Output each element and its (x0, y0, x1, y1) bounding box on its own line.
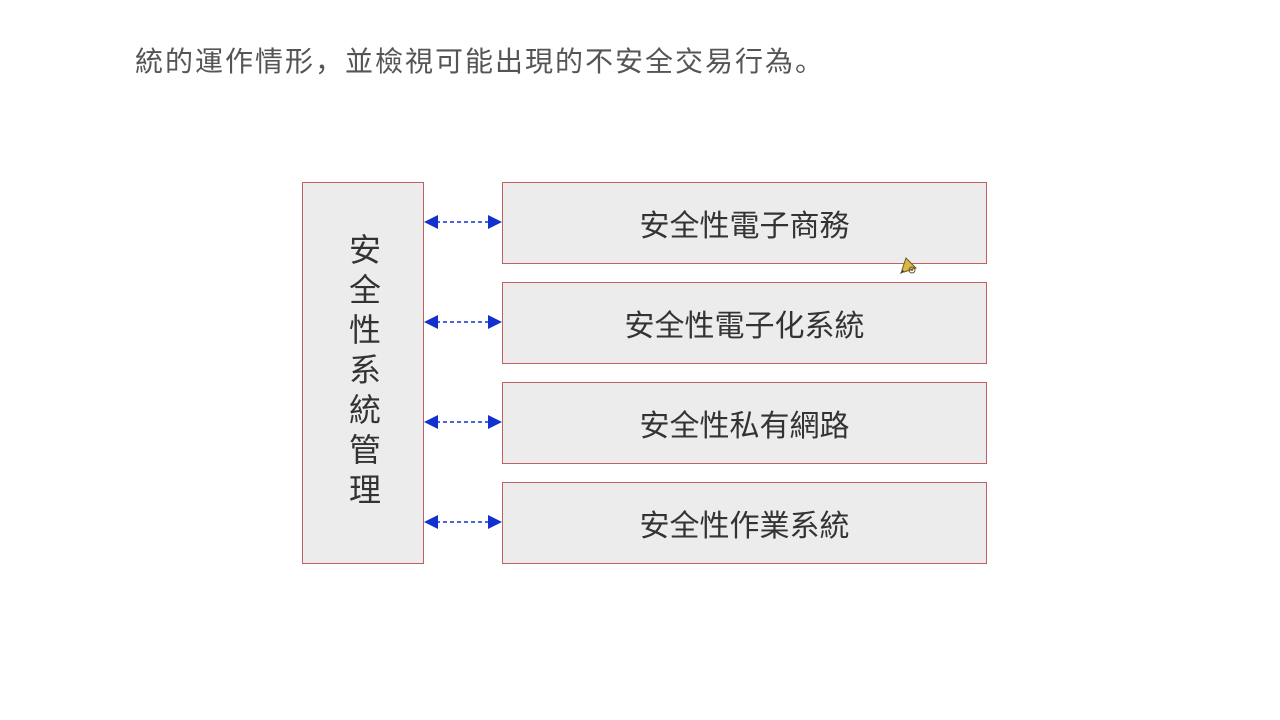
arrow-3 (424, 412, 502, 432)
body-paragraph: 統的運作情形，並檢視可能出現的不安全交易行為。 (135, 38, 1135, 88)
arrow-1 (424, 212, 502, 232)
right-box-esystem: 安全性電子化系統 (502, 282, 987, 364)
pencil-cursor-icon (898, 246, 926, 274)
left-box-label: 安全性系統管理 (340, 233, 386, 513)
right-box-private-network: 安全性私有網路 (502, 382, 987, 464)
right-box-label-3: 安全性私有網路 (640, 401, 850, 445)
right-box-label-1: 安全性電子商務 (640, 201, 850, 245)
paragraph-text: 統的運作情形，並檢視可能出現的不安全交易行為。 (135, 47, 825, 78)
arrow-4 (424, 512, 502, 532)
right-box-os: 安全性作業系統 (502, 482, 987, 564)
arrow-2 (424, 312, 502, 332)
right-box-label-2: 安全性電子化系統 (625, 301, 865, 345)
left-box-security-management: 安全性系統管理 (302, 182, 424, 564)
right-box-label-4: 安全性作業系統 (640, 501, 850, 545)
